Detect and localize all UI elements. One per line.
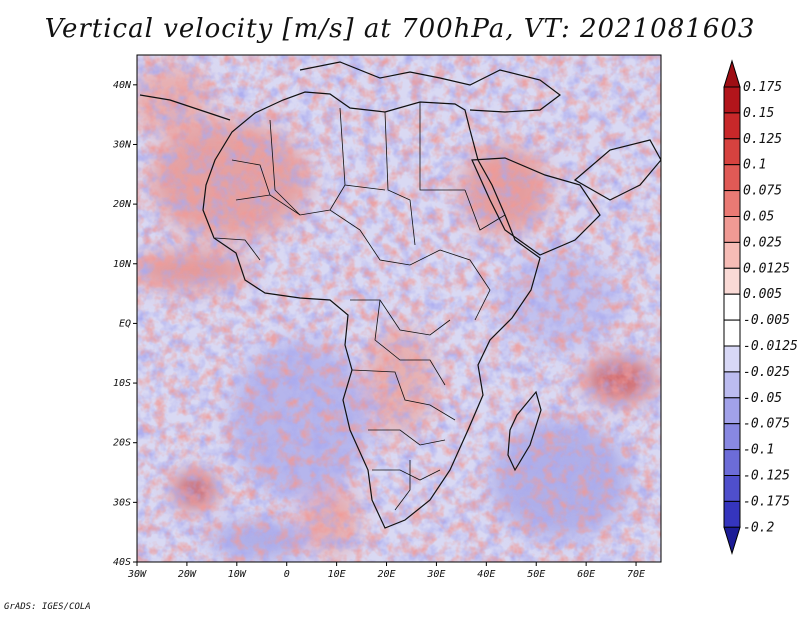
colorbar-swatch (723, 241, 741, 269)
lat-tick-label: 40N (113, 80, 132, 91)
colorbar-label: 0.1 (743, 158, 766, 173)
colorbar-swatch (723, 397, 741, 425)
colorbar-swatch (723, 319, 741, 347)
colorbar-label: -0.025 (743, 365, 790, 380)
colorbar-label: -0.005 (743, 313, 790, 328)
colorbar-label: -0.1 (743, 443, 774, 458)
colorbar-label: 0.175 (743, 80, 782, 95)
lon-tick-label: 30W (127, 569, 147, 580)
colorbar-label: -0.125 (743, 469, 790, 484)
colorbar-swatch (723, 216, 741, 243)
colorbar-swatch (723, 449, 741, 477)
colorbar-swatch (723, 345, 741, 373)
lon-tick-label: 60E (577, 569, 595, 580)
lat-tick-label: EQ (119, 318, 131, 329)
latitude-axis: 40N 30N 20N 10N EQ 10S 20S 30S 40S (112, 80, 137, 568)
map-title: Vertical velocity [m/s] at 700hPa, VT: 2… (44, 14, 756, 44)
colorbar: 0.175 0.15 0.125 0.1 0.075 0.05 0.025 0.0125 0.0… (723, 59, 798, 556)
colorbar-bottom-arrow (723, 526, 741, 556)
longitude-axis: 30W 20W 10W 0 10E 20E 30E 40E 50E 60E 70E (127, 562, 645, 580)
colorbar-swatch (723, 371, 741, 399)
colorbar-swatch (723, 475, 741, 502)
colorbar-swatch (723, 267, 741, 295)
colorbar-label: 0.05 (743, 210, 774, 225)
colorbar-swatch (723, 138, 741, 166)
colorbar-swatch (723, 423, 741, 451)
colorbar-top-arrow (723, 59, 741, 88)
velocity-field (137, 55, 661, 562)
lat-tick-label: 30S (112, 497, 131, 508)
colorbar-label: -0.175 (743, 494, 790, 509)
lat-tick-label: 10S (113, 378, 131, 389)
lon-tick-label: 0 (284, 569, 290, 580)
colorbar-swatch (723, 112, 741, 140)
colorbar-swatch (723, 164, 741, 192)
lat-tick-label: 30N (112, 139, 132, 150)
colorbar-label: -0.0125 (743, 339, 798, 354)
lon-tick-label: 10E (328, 569, 346, 580)
colorbar-label: -0.2 (743, 520, 774, 535)
country-borders (214, 102, 506, 511)
lon-tick-label: 30E (426, 569, 445, 580)
lon-tick-label: 20E (377, 569, 395, 580)
lat-tick-label: 40S (113, 557, 131, 568)
lon-tick-label: 50E (527, 569, 545, 580)
colorbar-swatch (723, 86, 741, 114)
colorbar-label: 0.025 (743, 235, 782, 250)
colorbar-label: 0.15 (743, 106, 774, 121)
lat-tick-label: 20N (113, 199, 132, 210)
colorbar-label: 0.005 (743, 287, 782, 302)
lon-tick-label: 40E (477, 569, 495, 580)
colorbar-swatch (723, 190, 741, 218)
lon-tick-label: 70E (627, 569, 645, 580)
grads-credit: GrADS: IGES/COLA (4, 602, 91, 612)
lon-tick-label: 10W (228, 569, 247, 580)
colorbar-swatch (723, 293, 741, 321)
colorbar-label: -0.05 (743, 391, 782, 406)
colorbar-label: -0.075 (743, 417, 790, 432)
colorbar-label: 0.125 (743, 132, 782, 147)
colorbar-label: 0.0125 (743, 261, 790, 276)
lat-tick-label: 10N (113, 259, 132, 270)
lon-tick-label: 20W (178, 569, 197, 580)
lat-tick-label: 20S (113, 438, 131, 449)
colorbar-label: 0.075 (743, 184, 782, 199)
colorbar-swatch (723, 500, 741, 528)
map-frame (136, 54, 662, 563)
